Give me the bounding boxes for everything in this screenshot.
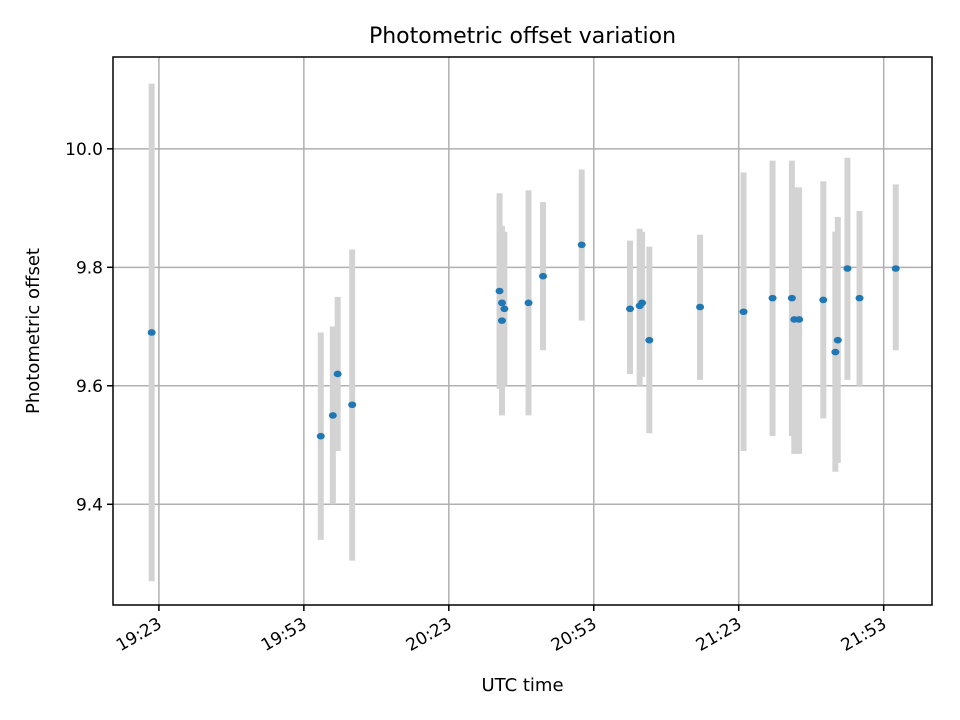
- x-axis-label: UTC time: [481, 675, 563, 696]
- data-point: [739, 308, 748, 316]
- data-point: [696, 303, 705, 311]
- data-points: [147, 241, 900, 440]
- data-point: [833, 336, 842, 344]
- data-point: [795, 316, 804, 323]
- y-tick-label: 9.8: [76, 258, 103, 278]
- data-point: [497, 317, 506, 324]
- data-point: [316, 432, 325, 440]
- data-point: [500, 305, 509, 313]
- data-point: [626, 305, 635, 313]
- data-point: [819, 296, 828, 304]
- data-point: [768, 294, 777, 302]
- chart-title: Photometric offset variation: [369, 24, 676, 49]
- data-point: [328, 412, 337, 419]
- y-tick-label: 9.4: [76, 495, 103, 515]
- data-point: [348, 401, 357, 409]
- y-tick-label: 9.6: [76, 377, 103, 397]
- data-point: [577, 241, 586, 249]
- data-point: [831, 348, 840, 356]
- y-tick-label: 10.0: [65, 140, 103, 160]
- data-point: [539, 272, 548, 280]
- data-point: [147, 329, 156, 336]
- data-point: [638, 299, 647, 307]
- data-point: [497, 299, 506, 307]
- plot-area-frame: [112, 56, 933, 606]
- data-point: [787, 294, 796, 302]
- data-point: [645, 336, 654, 344]
- data-point: [843, 265, 852, 272]
- data-point: [495, 287, 504, 295]
- data-point: [891, 265, 900, 272]
- data-point: [855, 294, 864, 302]
- data-point: [333, 370, 342, 378]
- data-point: [524, 299, 533, 307]
- y-axis-label: Photometric offset: [23, 248, 44, 414]
